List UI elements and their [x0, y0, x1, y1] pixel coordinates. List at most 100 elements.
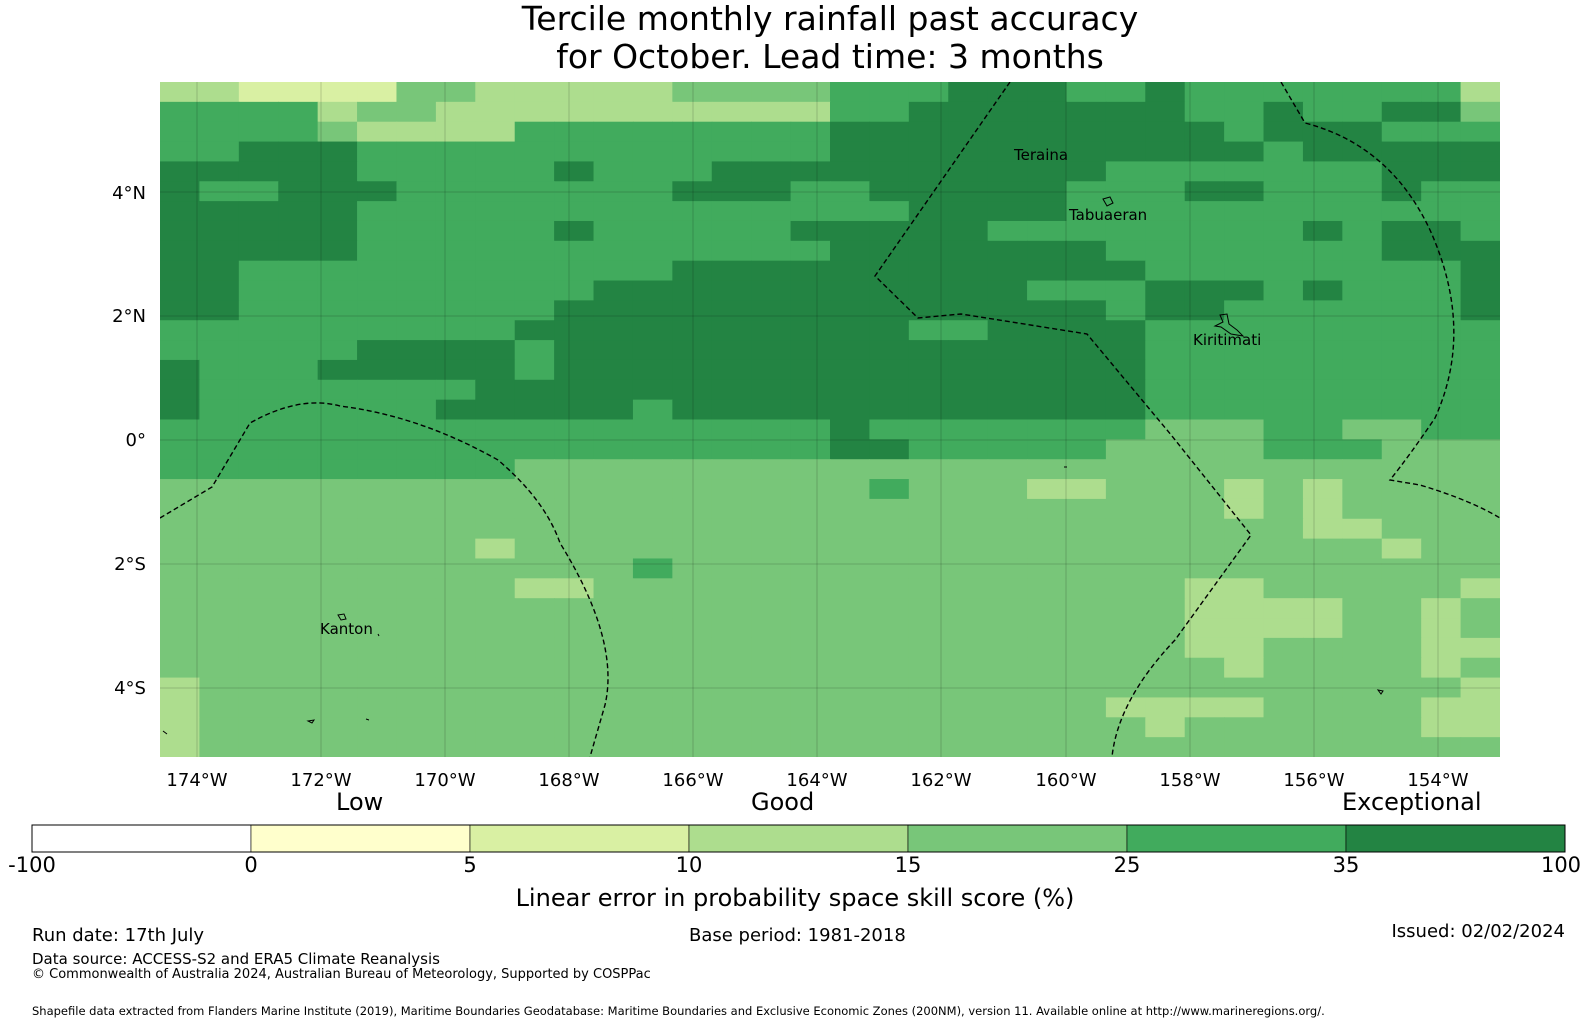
grid-cell [1460, 598, 1500, 619]
grid-cell [1302, 280, 1343, 301]
grid-cell [987, 419, 1028, 440]
grid-cell [1302, 320, 1343, 341]
island-small-6 [377, 633, 380, 637]
island-tabuaeran [1102, 196, 1114, 207]
grid-cell [830, 220, 871, 242]
grid-cell [278, 181, 319, 202]
grid-cell [1066, 260, 1107, 282]
grid-cell [711, 578, 752, 599]
grid-cell [1342, 181, 1383, 202]
grid-cell [1381, 558, 1422, 579]
grid-cell [751, 340, 792, 361]
grid-cell [632, 439, 673, 460]
grid-cell [593, 161, 634, 182]
grid-cell [357, 101, 398, 123]
grid-cell [711, 419, 752, 440]
grid-cell [1224, 419, 1265, 440]
grid-cell [1421, 320, 1462, 341]
grid-cell [435, 717, 476, 738]
grid-cell [1224, 677, 1265, 699]
grid-cell [1224, 300, 1265, 321]
grid-cell [632, 320, 673, 341]
grid-cell [869, 82, 910, 103]
grid-cell [869, 737, 910, 757]
grid-cell [908, 518, 949, 540]
grid-cell [987, 578, 1028, 599]
grid-cell [869, 459, 910, 480]
grid-cell [1460, 340, 1500, 361]
colorbar-segment [1345, 824, 1566, 853]
grid-cell [672, 459, 713, 480]
grid-cell [869, 240, 910, 262]
grid-cell [1224, 141, 1265, 163]
grid-cell [830, 399, 871, 421]
grid-cell [1066, 677, 1107, 699]
grid-cell [160, 280, 201, 301]
grid-cell [475, 340, 516, 361]
grid-cell [869, 518, 910, 540]
grid-cell [1066, 459, 1107, 480]
grid-cell [1302, 697, 1343, 718]
grid-cell [317, 240, 358, 262]
grid-cell [672, 280, 713, 301]
grid-cell [711, 598, 752, 619]
grid-cell [514, 459, 555, 480]
grid-cell [1027, 300, 1068, 321]
grid-cell [1105, 439, 1146, 460]
grid-cell [1027, 657, 1068, 679]
grid-cell [1105, 181, 1146, 202]
grid-cell [1302, 359, 1343, 381]
grid-cell [632, 479, 673, 500]
grid-cell [1145, 538, 1186, 560]
grid-cell [751, 657, 792, 679]
grid-cell [830, 677, 871, 699]
grid-cell [1263, 479, 1304, 500]
grid-cell [1184, 479, 1225, 500]
grid-cell [160, 101, 201, 123]
grid-cell [396, 181, 437, 202]
grid-cell [199, 439, 240, 460]
grid-cell [238, 459, 279, 480]
grid-cell [1066, 240, 1107, 262]
grid-cell [632, 657, 673, 679]
grid-cell [396, 359, 437, 381]
lon-label: 166°W [662, 770, 723, 791]
grid-cell [160, 479, 201, 500]
grid-cell [475, 201, 516, 222]
grid-cell [1027, 598, 1068, 619]
grid-cell [1342, 459, 1383, 480]
grid-cell [1145, 300, 1186, 321]
grid-cell [908, 637, 949, 659]
grid-cell [1460, 82, 1500, 103]
grid-cell [475, 220, 516, 242]
grid-cell [238, 161, 279, 182]
grid-cell [672, 578, 713, 599]
grid-cell [1263, 82, 1304, 103]
grid-cell [948, 538, 989, 560]
grid-cell [948, 399, 989, 421]
grid-cell [869, 717, 910, 738]
grid-cell [1224, 697, 1265, 718]
grid-cell [830, 498, 871, 520]
grid-cell [711, 459, 752, 480]
grid-cell [790, 121, 831, 143]
grid-cell [1224, 359, 1265, 381]
grid-cell [672, 697, 713, 718]
grid-cell [672, 201, 713, 222]
colorbar-tick: 0 [244, 853, 258, 877]
grid-cell [1263, 201, 1304, 222]
grid-cell [711, 399, 752, 421]
grid-cell [593, 578, 634, 599]
grid-cell [1342, 598, 1383, 619]
grid-cell [238, 737, 279, 757]
grid-cell [514, 141, 555, 163]
grid-cell [1105, 240, 1146, 262]
grid-cell [435, 141, 476, 163]
grid-cell [160, 82, 201, 103]
grid-cell [278, 598, 319, 619]
grid-cell [908, 82, 949, 103]
grid-cell [711, 161, 752, 182]
grid-cell [514, 201, 555, 222]
grid-cell [396, 300, 437, 321]
grid-cell [514, 82, 555, 103]
